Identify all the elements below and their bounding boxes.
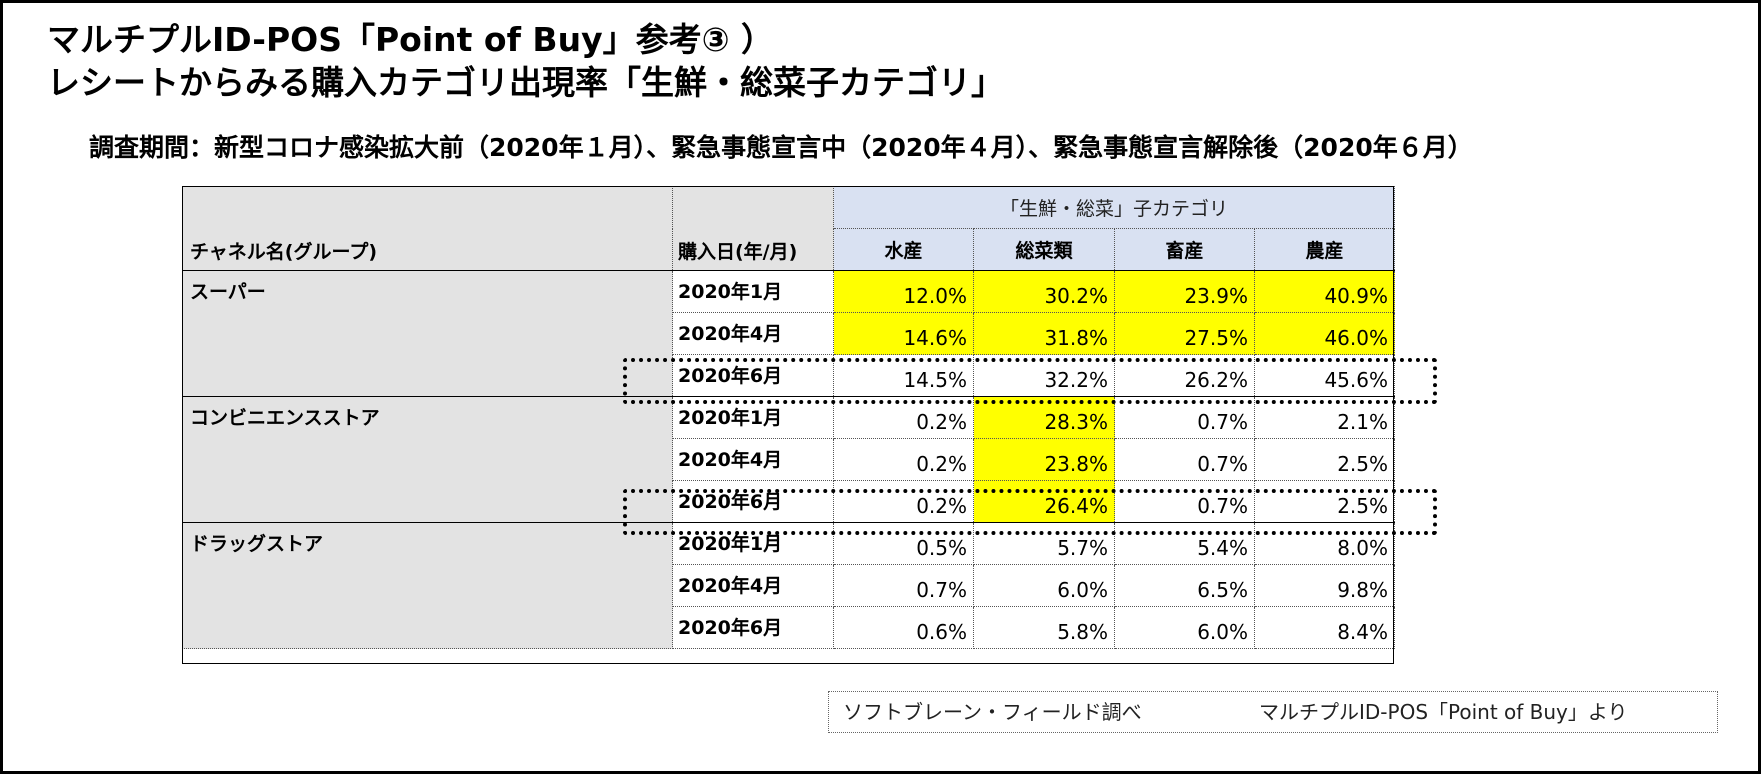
rate-cell-deli: 31.8%	[973, 312, 1115, 355]
survey-period-subtitle: 調査期間：新型コロナ感染拡大前（2020年１月）、緊急事態宣言中（2020年４月…	[89, 133, 1473, 162]
table-row: 2020年6月 0.6% 5.8% 6.0% 8.4%	[183, 606, 1395, 649]
category-header-deli: 総菜類	[973, 228, 1115, 271]
header-row-1: チャネル名(グループ) 購入日(年/月) 「生鮮・総菜」子カテゴリ	[182, 186, 1395, 271]
rate-cell-meat: 23.9%	[1114, 270, 1255, 313]
purchase-date: 2020年1月	[672, 270, 834, 313]
purchase-date: 2020年6月	[672, 606, 834, 649]
rate-cell-meat: 0.7%	[1114, 480, 1255, 523]
category-header-produce: 農産	[1254, 228, 1395, 271]
rate-cell-produce: 40.9%	[1254, 270, 1395, 313]
category-group-header: 「生鮮・総菜」子カテゴリ	[833, 186, 1395, 229]
header-row-2: 水産 総菜類 畜産 農産	[183, 228, 1395, 271]
category-header-seafood: 水産	[833, 228, 974, 271]
table-row: 2020年6月 0.2% 26.4% 0.7% 2.5%	[183, 480, 1395, 523]
rate-cell-meat: 0.7%	[1114, 396, 1255, 439]
rate-cell-deli: 28.3%	[973, 396, 1115, 439]
rate-cell-deli: 5.7%	[973, 522, 1115, 565]
rate-cell-produce: 9.8%	[1254, 564, 1395, 607]
rate-cell-produce: 2.1%	[1254, 396, 1395, 439]
source-right: マルチプルID-POS「Point of Buy」より	[1259, 700, 1628, 724]
table-row: 2020年4月 14.6% 31.8% 27.5% 46.0%	[183, 312, 1395, 355]
channel-name: スーパー	[182, 270, 673, 397]
channel-header: チャネル名(グループ)	[182, 186, 673, 271]
purchase-date: 2020年4月	[672, 438, 834, 481]
rate-cell-produce: 46.0%	[1254, 312, 1395, 355]
purchase-date: 2020年1月	[672, 396, 834, 439]
channel-name: コンビニエンスストア	[182, 396, 673, 523]
category-header-meat: 畜産	[1114, 228, 1255, 271]
rate-cell-produce: 8.0%	[1254, 522, 1395, 565]
table-row: コンビニエンスストア 2020年1月 0.2% 28.3% 0.7% 2.1%	[182, 396, 1395, 523]
rate-cell-seafood: 0.2%	[833, 396, 974, 439]
rate-cell-meat: 27.5%	[1114, 312, 1255, 355]
rate-cell-deli: 32.2%	[973, 354, 1115, 397]
rate-cell-seafood: 12.0%	[833, 270, 974, 313]
table-row: スーパー 2020年1月 12.0% 30.2% 23.9% 40.9%	[182, 270, 1395, 397]
rate-cell-seafood: 14.6%	[833, 312, 974, 355]
title-line-2: レシートからみる購入カテゴリ出現率「生鮮・総菜子カテゴリ」	[47, 63, 1004, 102]
table-row: 2020年4月 0.2% 23.8% 0.7% 2.5%	[183, 438, 1395, 481]
rate-cell-produce: 8.4%	[1254, 606, 1395, 649]
rate-cell-meat: 0.7%	[1114, 438, 1255, 481]
rate-cell-deli: 26.4%	[973, 480, 1115, 523]
source-note: ソフトブレーン・フィールド調べ マルチプルID-POS「Point of Buy…	[828, 691, 1718, 733]
date-header: 購入日(年/月)	[672, 186, 834, 271]
purchase-date: 2020年4月	[672, 564, 834, 607]
purchase-date: 2020年6月	[672, 354, 834, 397]
rate-cell-seafood: 0.7%	[833, 564, 974, 607]
rate-cell-seafood: 0.2%	[833, 438, 974, 481]
rate-cell-meat: 6.5%	[1114, 564, 1255, 607]
title-line-1: マルチプルID-POS「Point of Buy」参考③ ）	[47, 20, 775, 59]
channel-name: ドラッグストア	[182, 522, 673, 649]
rate-cell-meat: 5.4%	[1114, 522, 1255, 565]
rate-cell-produce: 2.5%	[1254, 480, 1395, 523]
rate-cell-meat: 26.2%	[1114, 354, 1255, 397]
rate-cell-deli: 23.8%	[973, 438, 1115, 481]
purchase-date: 2020年4月	[672, 312, 834, 355]
rate-cell-produce: 45.6%	[1254, 354, 1395, 397]
category-rate-table: チャネル名(グループ) 購入日(年/月) 「生鮮・総菜」子カテゴリ 水産 総菜類…	[182, 186, 1395, 649]
rate-cell-deli: 5.8%	[973, 606, 1115, 649]
rate-cell-deli: 30.2%	[973, 270, 1115, 313]
rate-cell-seafood: 0.6%	[833, 606, 974, 649]
rate-cell-deli: 6.0%	[973, 564, 1115, 607]
purchase-date: 2020年1月	[672, 522, 834, 565]
purchase-date: 2020年6月	[672, 480, 834, 523]
table-row: ドラッグストア 2020年1月 0.5% 5.7% 5.4% 8.0%	[182, 522, 1395, 649]
rate-cell-produce: 2.5%	[1254, 438, 1395, 481]
rate-cell-meat: 6.0%	[1114, 606, 1255, 649]
rate-cell-seafood: 14.5%	[833, 354, 974, 397]
source-left: ソフトブレーン・フィールド調べ	[843, 700, 1142, 724]
rate-cell-seafood: 0.5%	[833, 522, 974, 565]
rate-cell-seafood: 0.2%	[833, 480, 974, 523]
